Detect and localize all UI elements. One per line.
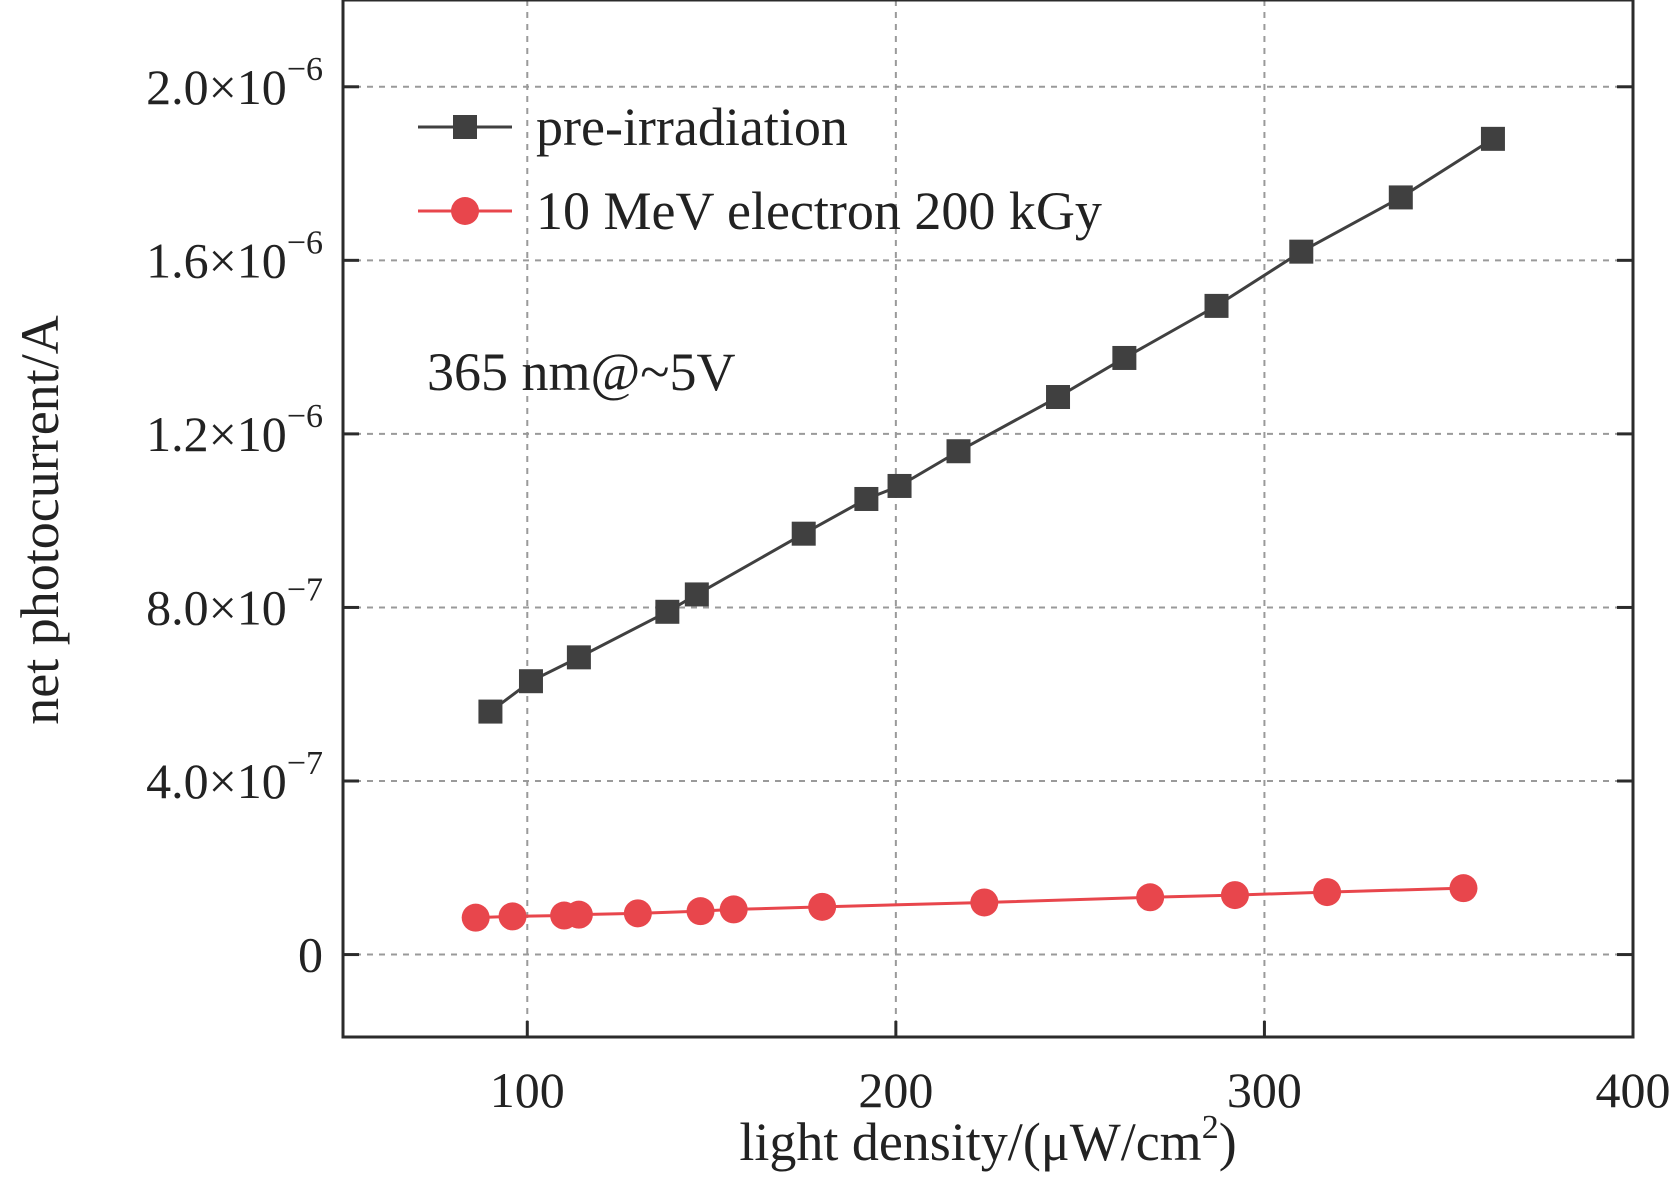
- legend-marker-electron: [451, 197, 479, 225]
- data-point-square: [518, 669, 543, 694]
- legend-marker-pre-irradiation: [453, 115, 477, 139]
- annotation-text: 365 nm@~5V: [427, 342, 735, 402]
- data-point-circle: [498, 902, 527, 931]
- legend-label-pre-irradiation: pre-irradiation: [536, 97, 848, 157]
- data-point-square: [791, 521, 816, 546]
- data-point-circle: [686, 897, 715, 926]
- y-axis-title: net photocurrent/A: [10, 315, 70, 724]
- data-point-square: [1112, 345, 1137, 370]
- data-point-square: [1289, 239, 1314, 264]
- y-tick-label: 4.0×10−7: [146, 745, 323, 809]
- data-point-square: [854, 486, 879, 511]
- data-point-square: [478, 699, 503, 724]
- grid: [343, 0, 1633, 1037]
- data-point-circle: [461, 903, 490, 932]
- plot-frame: [341, 0, 1635, 1039]
- series: [461, 126, 1505, 932]
- y-tick-label: 1.2×10−6: [146, 398, 323, 462]
- data-point-square: [684, 582, 709, 607]
- data-point-square: [655, 599, 680, 624]
- x-axis-title: light density/(μW/cm2): [739, 1109, 1236, 1172]
- data-point-circle: [719, 895, 748, 924]
- data-point-circle: [970, 888, 999, 917]
- data-point-circle: [1449, 874, 1478, 903]
- data-point-circle: [808, 892, 837, 921]
- data-point-square: [1046, 385, 1071, 410]
- data-point-square: [887, 473, 912, 498]
- data-point-circle: [1313, 878, 1342, 907]
- data-point-circle: [1136, 883, 1165, 912]
- x-tick-label: 400: [1596, 1062, 1671, 1118]
- x-tick-label: 100: [490, 1062, 565, 1118]
- legend: pre-irradiation 10 MeV electron 200 kGy: [418, 97, 1102, 241]
- data-point-circle: [564, 900, 593, 929]
- ticks: 100 200 300 400 0 4.0×10−7 8.0×10−7 1.2×10−6 1.6…: [146, 51, 1670, 1118]
- data-point-square: [1204, 293, 1229, 318]
- x-axis-title-end: ): [1219, 1112, 1237, 1172]
- y-tick-label: 1.6×10−6: [146, 224, 323, 288]
- data-point-square: [946, 439, 971, 464]
- x-axis-title-sup: 2: [1202, 1109, 1219, 1146]
- x-axis-title-main: light density/(μW/cm: [739, 1112, 1201, 1172]
- data-point-square: [566, 645, 591, 670]
- data-point-square: [1480, 126, 1505, 151]
- data-point-square: [1388, 185, 1413, 210]
- y-tick-label: 8.0×10−7: [146, 571, 323, 635]
- y-tick-label: 0: [298, 927, 323, 983]
- x-tick-label: 300: [1227, 1062, 1302, 1118]
- data-point-circle: [1220, 881, 1249, 910]
- data-point-circle: [623, 899, 652, 928]
- x-tick-label: 200: [858, 1062, 933, 1118]
- y-tick-label: 2.0×10−6: [146, 51, 323, 115]
- legend-label-electron: 10 MeV electron 200 kGy: [536, 181, 1102, 241]
